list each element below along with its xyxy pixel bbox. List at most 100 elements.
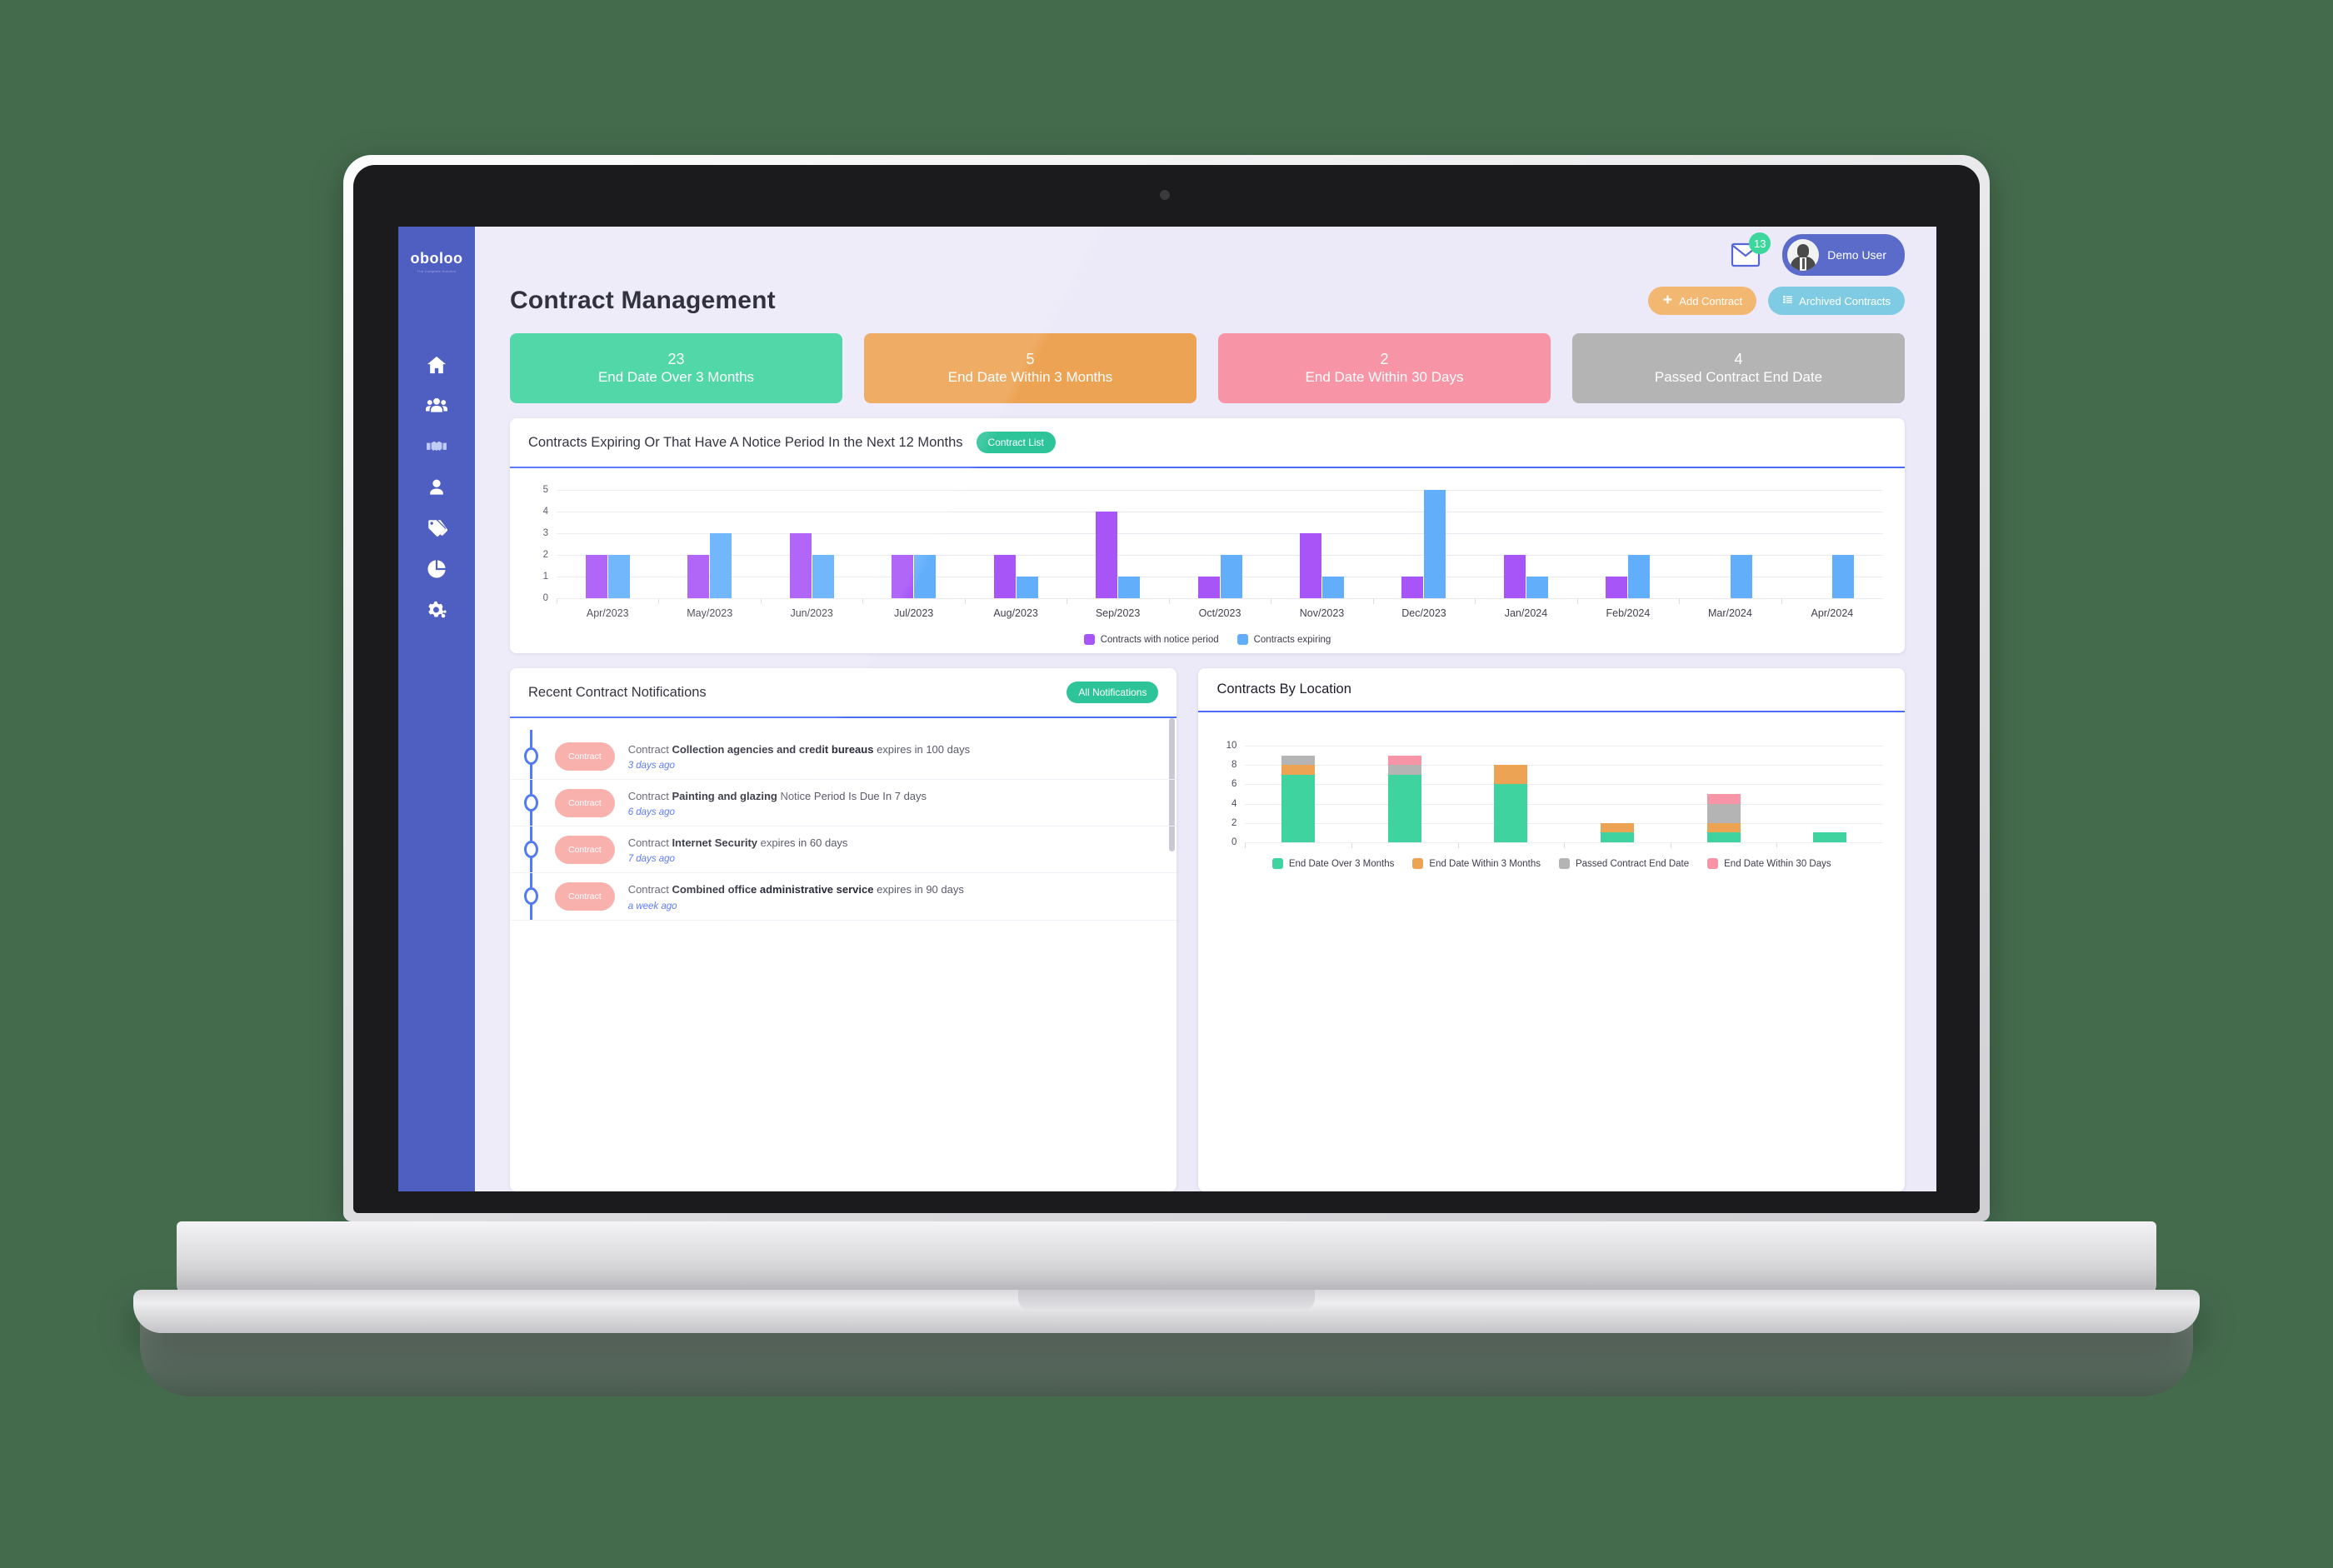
legend-item[interactable]: End Date Within 30 Days xyxy=(1707,858,1831,869)
stack-segment[interactable] xyxy=(1387,774,1421,842)
stack-segment[interactable] xyxy=(1494,784,1528,842)
bar-group[interactable] xyxy=(1475,490,1576,604)
stack-segment[interactable] xyxy=(1494,765,1528,785)
bar-group[interactable] xyxy=(1067,490,1168,604)
stack-segment[interactable] xyxy=(1601,822,1635,833)
add-contract-button[interactable]: Add Contract xyxy=(1648,287,1757,315)
bar-group[interactable] xyxy=(760,490,862,604)
sidebar-item-suppliers[interactable] xyxy=(398,387,475,427)
stack-segment[interactable] xyxy=(1706,803,1741,823)
stack-segment[interactable] xyxy=(1387,755,1421,766)
stack-segment[interactable] xyxy=(1281,765,1316,775)
sidebar-item-settings[interactable] xyxy=(398,592,475,632)
bar[interactable] xyxy=(1096,512,1118,598)
stacked-bar[interactable] xyxy=(1601,822,1635,842)
legend-item[interactable]: End Date Within 3 Months xyxy=(1412,858,1541,869)
notification-item[interactable]: Contract Contract Internet Security expir… xyxy=(510,826,1177,874)
bar[interactable] xyxy=(1220,555,1242,598)
y-tick-label: 4 xyxy=(1231,798,1237,809)
stacked-bar-group[interactable] xyxy=(1351,746,1458,848)
stacked-bar[interactable] xyxy=(1494,765,1528,842)
bar[interactable] xyxy=(1628,555,1651,598)
stack-segment[interactable] xyxy=(1601,832,1635,842)
legend-item[interactable]: Contracts expiring xyxy=(1236,634,1331,645)
bar[interactable] xyxy=(789,533,812,598)
stacked-bar[interactable] xyxy=(1281,755,1316,842)
expiring-panel-header: Contracts Expiring Or That Have A Notice… xyxy=(510,418,1905,468)
stack-segment[interactable] xyxy=(1387,765,1421,775)
bar[interactable] xyxy=(1197,577,1220,598)
bar[interactable] xyxy=(1503,555,1526,598)
expiring-chart-bars xyxy=(557,490,1883,604)
legend-label: End Date Within 3 Months xyxy=(1429,858,1541,869)
kpi-card-3[interactable]: 4 Passed Contract End Date xyxy=(1572,333,1905,403)
legend-item[interactable]: End Date Over 3 Months xyxy=(1271,858,1394,869)
stacked-bar-group[interactable] xyxy=(1670,746,1777,848)
bar[interactable] xyxy=(585,555,607,598)
stacked-bar-group[interactable] xyxy=(1457,746,1565,848)
stack-segment[interactable] xyxy=(1706,832,1741,842)
sidebar-item-contracts[interactable] xyxy=(398,428,475,468)
bar[interactable] xyxy=(993,555,1016,598)
notification-item[interactable]: Contract Contract Painting and glazing No… xyxy=(510,780,1177,827)
stacked-bar[interactable] xyxy=(1706,794,1741,842)
bar[interactable] xyxy=(710,533,732,598)
stack-segment[interactable] xyxy=(1813,832,1847,842)
stacked-bar[interactable] xyxy=(1387,755,1421,842)
sidebar-item-home[interactable] xyxy=(398,347,475,387)
notification-item[interactable]: Contract Contract Combined office adminis… xyxy=(510,873,1177,921)
bar[interactable] xyxy=(892,555,914,598)
bar[interactable] xyxy=(1401,577,1424,598)
stacked-bar-group[interactable] xyxy=(1564,746,1671,848)
stacked-bar-group[interactable] xyxy=(1776,746,1883,848)
sidebar-item-savings[interactable] xyxy=(398,510,475,550)
bar[interactable] xyxy=(1016,577,1038,598)
archived-contracts-button[interactable]: Archived Contracts xyxy=(1768,287,1905,315)
notification-list: Contract Contract Collection agencies and… xyxy=(510,718,1177,921)
contract-list-button[interactable]: Contract List xyxy=(976,432,1056,453)
bar-group[interactable] xyxy=(1781,490,1883,604)
stack-segment[interactable] xyxy=(1281,755,1316,766)
notifications-scrollbar[interactable] xyxy=(1169,718,1176,851)
brand-logo[interactable]: oboloo The Complete Solution xyxy=(411,250,463,273)
bar-group[interactable] xyxy=(1168,490,1271,604)
sidebar-item-reports[interactable] xyxy=(398,551,475,591)
bar[interactable] xyxy=(812,555,834,598)
bar-group[interactable] xyxy=(1372,490,1475,604)
legend-item[interactable]: Passed Contract End Date xyxy=(1558,858,1689,869)
legend-item[interactable]: Contracts with notice period xyxy=(1083,634,1219,645)
bar-group[interactable] xyxy=(862,490,964,604)
bar-group[interactable] xyxy=(557,490,658,604)
stacked-bar[interactable] xyxy=(1813,832,1847,842)
bar[interactable] xyxy=(1526,577,1548,598)
bar-group[interactable] xyxy=(1271,490,1372,604)
user-menu[interactable]: Demo User xyxy=(1782,234,1905,276)
bar[interactable] xyxy=(1322,577,1345,598)
bar[interactable] xyxy=(1832,555,1855,598)
bar[interactable] xyxy=(687,555,710,598)
bar-group[interactable] xyxy=(1576,490,1679,604)
bar[interactable] xyxy=(914,555,937,598)
mail-button[interactable]: 13 xyxy=(1731,232,1771,269)
kpi-card-2[interactable]: 2 End Date Within 30 Days xyxy=(1218,333,1551,403)
bar[interactable] xyxy=(607,555,630,598)
y-tick-label: 8 xyxy=(1231,760,1237,771)
stack-segment[interactable] xyxy=(1706,794,1741,804)
all-notifications-button[interactable]: All Notifications xyxy=(1067,682,1159,703)
bar-group[interactable] xyxy=(658,490,760,604)
notification-item[interactable]: Contract Contract Collection agencies and… xyxy=(510,733,1177,781)
y-tick-label: 2 xyxy=(542,550,548,560)
bar[interactable] xyxy=(1606,577,1628,598)
bar[interactable] xyxy=(1424,490,1446,598)
kpi-card-0[interactable]: 23 End Date Over 3 Months xyxy=(510,333,842,403)
kpi-card-1[interactable]: 5 End Date Within 3 Months xyxy=(864,333,1196,403)
stack-segment[interactable] xyxy=(1281,774,1316,842)
sidebar-item-user[interactable] xyxy=(398,469,475,509)
stacked-bar-group[interactable] xyxy=(1245,746,1351,848)
stack-segment[interactable] xyxy=(1706,822,1741,833)
bar[interactable] xyxy=(1300,533,1322,598)
bar[interactable] xyxy=(1118,577,1141,598)
bar-group[interactable] xyxy=(1679,490,1781,604)
bar[interactable] xyxy=(1730,555,1752,598)
bar-group[interactable] xyxy=(964,490,1067,604)
